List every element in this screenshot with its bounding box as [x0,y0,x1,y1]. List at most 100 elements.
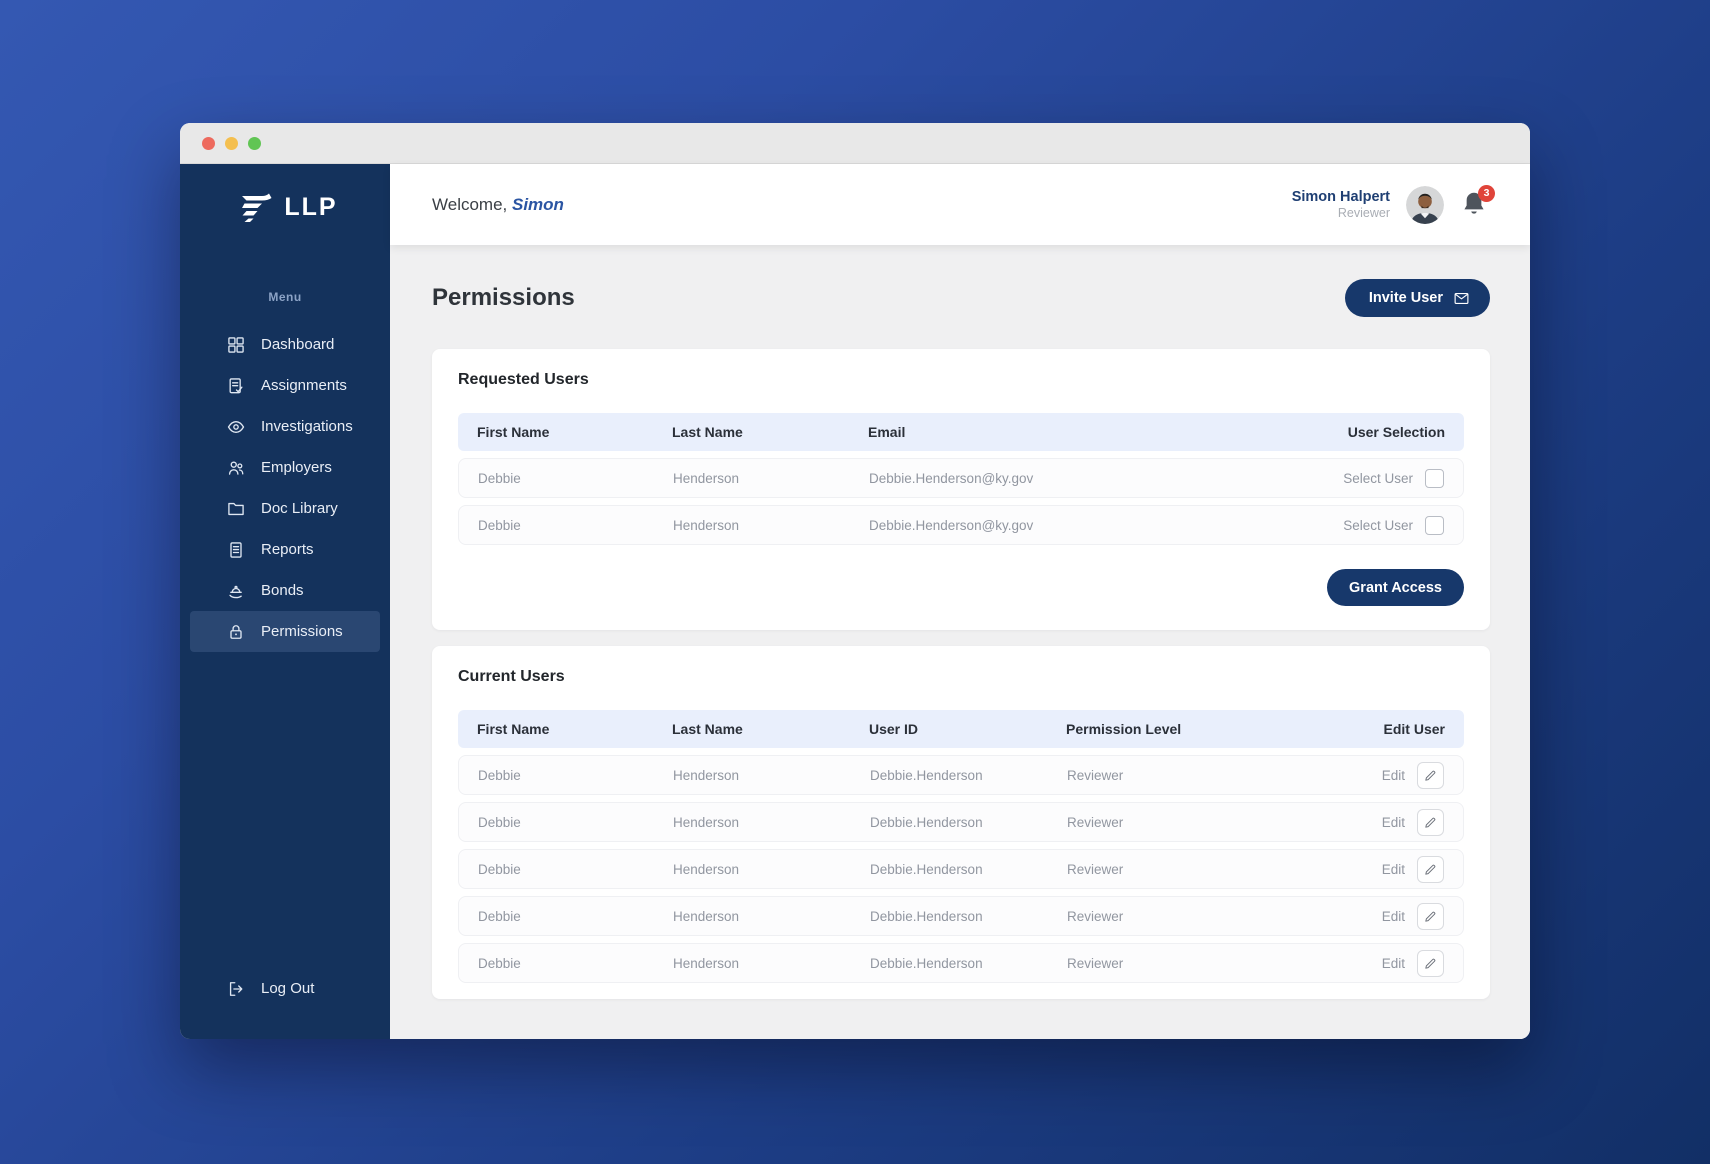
logout-icon [226,979,246,999]
column-header-permission-level: Permission Level [1066,721,1182,737]
cell-last-name: Henderson [673,517,740,533]
current-user-row: Debbie Henderson Debbie.Henderson Review… [458,943,1464,983]
edit-user-button[interactable] [1417,761,1444,789]
cell-user-id: Debbie.Henderson [870,814,983,830]
cell-first-name: Debbie [478,861,521,877]
current-users-card: Current Users First Name Last Name User … [432,646,1490,999]
requested-user-row: Debbie Henderson Debbie.Henderson@ky.gov… [458,458,1464,498]
eye-icon [226,417,246,437]
grant-access-button[interactable]: Grant Access [1327,569,1464,606]
minimize-window-button[interactable] [225,136,238,150]
select-user-checkbox[interactable] [1425,468,1444,488]
cell-first-name: Debbie [478,814,521,830]
sidebar-item-assignments[interactable]: Assignments [190,365,380,406]
cell-user-id: Debbie.Henderson [870,767,983,783]
close-window-button[interactable] [202,136,215,150]
sidebar-item-label: Employers [261,459,332,476]
current-user-row: Debbie Henderson Debbie.Henderson Review… [458,896,1464,936]
menu-section-label: Menu [268,290,302,304]
requested-users-title: Requested Users [458,371,589,388]
cell-first-name: Debbie [478,955,521,971]
cell-email: Debbie.Henderson@ky.gov [869,470,1034,486]
edit-label: Edit [1381,814,1405,830]
logout-label: Log Out [261,980,315,997]
window-titlebar [180,123,1530,164]
cell-last-name: Henderson [673,861,740,877]
pencil-icon [1423,909,1438,924]
cell-permission-level: Reviewer [1067,814,1124,830]
invite-user-label: Invite User [1368,290,1443,306]
logo-text: LLP [284,192,338,221]
sidebar-item-investigations[interactable]: Investigations [190,406,380,447]
cell-first-name: Debbie [478,470,521,486]
column-header-first-name: First Name [477,424,550,440]
sidebar-item-bonds[interactable]: Bonds [190,570,380,611]
report-icon [226,540,246,560]
requested-users-table-header: First Name Last Name Email User Selectio… [458,413,1464,451]
sidebar-item-label: Permissions [261,623,343,640]
sidebar-item-label: Doc Library [261,500,338,517]
pencil-icon [1423,768,1438,783]
edit-label: Edit [1381,908,1405,924]
cell-permission-level: Reviewer [1067,767,1124,783]
sidebar-item-employers[interactable]: Employers [190,447,380,488]
column-header-user-id: User ID [869,721,919,737]
logout-button[interactable]: Log Out [190,968,380,1009]
assignment-icon [226,376,246,396]
cell-user-id: Debbie.Henderson [870,908,983,924]
top-header-bar: Welcome, Simon Simon Halpert Reviewer [390,164,1530,245]
avatar[interactable] [1406,185,1444,224]
invite-user-button[interactable]: Invite User [1344,279,1490,317]
requested-users-card: Requested Users First Name Last Name Ema… [432,349,1490,630]
edit-label: Edit [1381,955,1405,971]
sidebar-item-reports[interactable]: Reports [190,529,380,570]
sidebar-item-permissions[interactable]: Permissions [190,611,380,652]
edit-label: Edit [1381,861,1405,877]
cell-user-id: Debbie.Henderson [870,955,983,971]
column-header-last-name: Last Name [672,424,743,440]
pencil-icon [1423,956,1438,971]
edit-user-button[interactable] [1417,808,1444,836]
pencil-icon [1423,862,1438,877]
cell-permission-level: Reviewer [1067,861,1124,877]
welcome-prefix: Welcome, [432,194,508,214]
user-info: Simon Halpert Reviewer [1292,188,1390,222]
sidebar: LLP Menu Dashboard Assignments [180,164,390,1039]
llp-eagle-icon [232,190,276,224]
grid-icon [226,335,246,355]
current-user-row: Debbie Henderson Debbie.Henderson Review… [458,755,1464,795]
notifications-button[interactable]: 3 [1460,184,1495,221]
user-name: Simon Halpert [1291,188,1390,205]
page-title: Permissions [432,284,575,311]
column-header-email: Email [868,424,906,440]
bell-hand-icon [226,581,246,601]
cell-last-name: Henderson [673,814,740,830]
select-user-checkbox[interactable] [1425,515,1444,535]
edit-user-button[interactable] [1417,902,1444,930]
cell-permission-level: Reviewer [1067,908,1124,924]
sidebar-item-dashboard[interactable]: Dashboard [190,324,380,365]
cell-permission-level: Reviewer [1067,955,1124,971]
sidebar-item-label: Reports [261,541,314,558]
edit-user-button[interactable] [1417,949,1444,977]
content-area: Permissions Invite User Requested Users … [390,245,1530,1039]
column-header-first-name: First Name [477,721,550,737]
cell-last-name: Henderson [673,767,740,783]
sidebar-menu: Dashboard Assignments Investigations [180,324,390,652]
welcome-user-name: Simon [512,194,564,214]
current-user-row: Debbie Henderson Debbie.Henderson Review… [458,802,1464,842]
cell-first-name: Debbie [478,517,521,533]
sidebar-item-label: Assignments [261,377,347,394]
app-logo: LLP [232,190,337,224]
cell-user-id: Debbie.Henderson [870,861,983,877]
sidebar-item-label: Dashboard [261,336,335,353]
cell-last-name: Henderson [673,955,740,971]
current-user-row: Debbie Henderson Debbie.Henderson Review… [458,849,1464,889]
user-role: Reviewer [1337,205,1390,220]
cell-last-name: Henderson [673,908,740,924]
column-header-last-name: Last Name [672,721,743,737]
welcome-message: Welcome, Simon [432,195,564,215]
sidebar-item-doc-library[interactable]: Doc Library [190,488,380,529]
zoom-window-button[interactable] [248,136,261,150]
edit-user-button[interactable] [1417,855,1444,883]
